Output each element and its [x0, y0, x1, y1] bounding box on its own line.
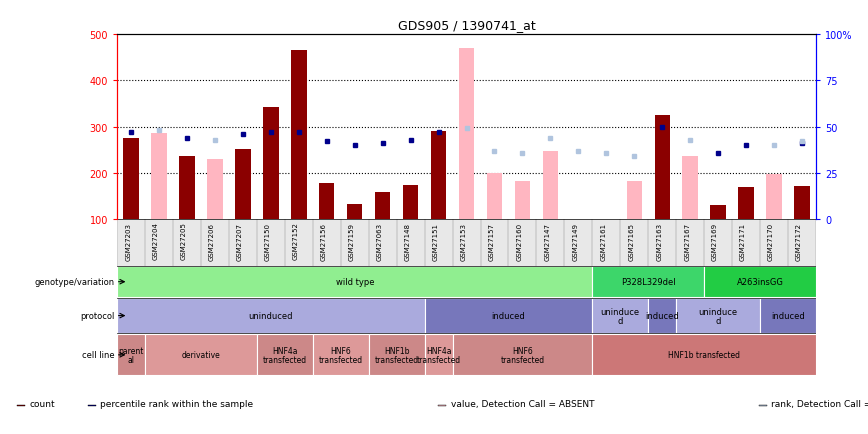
Text: GSM27147: GSM27147: [544, 222, 550, 260]
Text: GSM27163: GSM27163: [656, 222, 662, 260]
Text: GSM27157: GSM27157: [489, 222, 495, 260]
Text: GSM27151: GSM27151: [432, 222, 438, 260]
Bar: [263, 107, 279, 220]
Text: genotype/variation: genotype/variation: [34, 278, 115, 286]
Bar: [431, 132, 446, 220]
Text: GSM27152: GSM27152: [293, 222, 299, 260]
Text: HNF1b
transfected: HNF1b transfected: [375, 346, 418, 364]
Bar: [710, 206, 726, 220]
Bar: [117, 266, 592, 297]
Text: cell line: cell line: [82, 351, 115, 359]
Bar: [654, 116, 670, 220]
Bar: [676, 299, 760, 333]
Text: GSM27063: GSM27063: [377, 222, 383, 260]
Bar: [739, 187, 753, 220]
Bar: [592, 335, 816, 375]
Text: wild type: wild type: [336, 278, 374, 286]
Bar: [117, 335, 145, 375]
Text: GSM27170: GSM27170: [768, 222, 774, 260]
Bar: [766, 175, 782, 220]
Text: GSM27159: GSM27159: [349, 222, 355, 260]
Text: derivative: derivative: [181, 351, 220, 359]
Text: uninduced: uninduced: [248, 311, 293, 320]
Bar: [682, 156, 698, 220]
Bar: [759, 405, 766, 406]
Text: GSM27205: GSM27205: [181, 222, 187, 260]
Text: count: count: [30, 399, 56, 408]
Bar: [403, 186, 418, 220]
Bar: [515, 181, 530, 220]
Bar: [424, 299, 592, 333]
Bar: [123, 139, 139, 220]
Text: GSM27207: GSM27207: [237, 222, 243, 260]
Bar: [627, 181, 642, 220]
Text: GSM27161: GSM27161: [601, 222, 606, 260]
Text: percentile rank within the sample: percentile rank within the sample: [101, 399, 253, 408]
Text: rank, Detection Call = ABSENT: rank, Detection Call = ABSENT: [771, 399, 868, 408]
Bar: [257, 335, 312, 375]
Bar: [648, 299, 676, 333]
Text: uninduce
d: uninduce d: [601, 307, 640, 325]
Bar: [438, 405, 446, 406]
Bar: [180, 156, 194, 220]
Bar: [375, 193, 391, 220]
Text: GSM27150: GSM27150: [265, 222, 271, 260]
Bar: [151, 134, 167, 220]
Text: P328L329del: P328L329del: [621, 278, 675, 286]
Text: GSM27149: GSM27149: [572, 222, 578, 260]
Text: GSM27172: GSM27172: [796, 222, 802, 260]
Bar: [487, 174, 503, 220]
Bar: [145, 335, 257, 375]
Bar: [369, 335, 424, 375]
Text: GSM27171: GSM27171: [740, 222, 746, 260]
Text: HNF4a
transfected: HNF4a transfected: [263, 346, 307, 364]
Text: uninduce
d: uninduce d: [699, 307, 738, 325]
Text: GSM27153: GSM27153: [461, 222, 467, 260]
Text: A263insGG: A263insGG: [737, 278, 784, 286]
Text: GSM27167: GSM27167: [684, 222, 690, 260]
Text: parent
al: parent al: [118, 346, 144, 364]
Bar: [592, 299, 648, 333]
Bar: [235, 149, 251, 220]
Text: GSM27203: GSM27203: [125, 222, 131, 260]
Title: GDS905 / 1390741_at: GDS905 / 1390741_at: [398, 19, 536, 32]
Bar: [459, 49, 474, 220]
Bar: [704, 266, 816, 297]
Text: protocol: protocol: [80, 311, 115, 320]
Text: GSM27148: GSM27148: [404, 222, 411, 260]
Bar: [794, 187, 810, 220]
Text: induced: induced: [645, 311, 679, 320]
Text: HNF1b transfected: HNF1b transfected: [668, 351, 740, 359]
Text: value, Detection Call = ABSENT: value, Detection Call = ABSENT: [450, 399, 594, 408]
Text: HNF6
transfected: HNF6 transfected: [319, 346, 363, 364]
Bar: [117, 299, 424, 333]
Text: GSM27204: GSM27204: [153, 222, 159, 260]
Text: HNF6
transfected: HNF6 transfected: [500, 346, 544, 364]
Text: GSM27169: GSM27169: [712, 222, 718, 260]
Text: induced: induced: [771, 311, 805, 320]
Text: induced: induced: [491, 311, 525, 320]
Bar: [347, 204, 363, 220]
Text: GSM27160: GSM27160: [516, 222, 523, 260]
Text: GSM27206: GSM27206: [209, 222, 215, 260]
Bar: [89, 405, 96, 406]
Bar: [760, 299, 816, 333]
Bar: [312, 335, 369, 375]
Text: GSM27165: GSM27165: [628, 222, 635, 260]
Bar: [17, 405, 25, 406]
Bar: [291, 51, 306, 220]
Bar: [542, 152, 558, 220]
Text: HNF4a
transfected: HNF4a transfected: [417, 346, 461, 364]
Bar: [207, 159, 223, 220]
Text: GSM27156: GSM27156: [321, 222, 326, 260]
Bar: [319, 184, 334, 220]
Bar: [452, 335, 592, 375]
Bar: [592, 266, 704, 297]
Bar: [424, 335, 452, 375]
